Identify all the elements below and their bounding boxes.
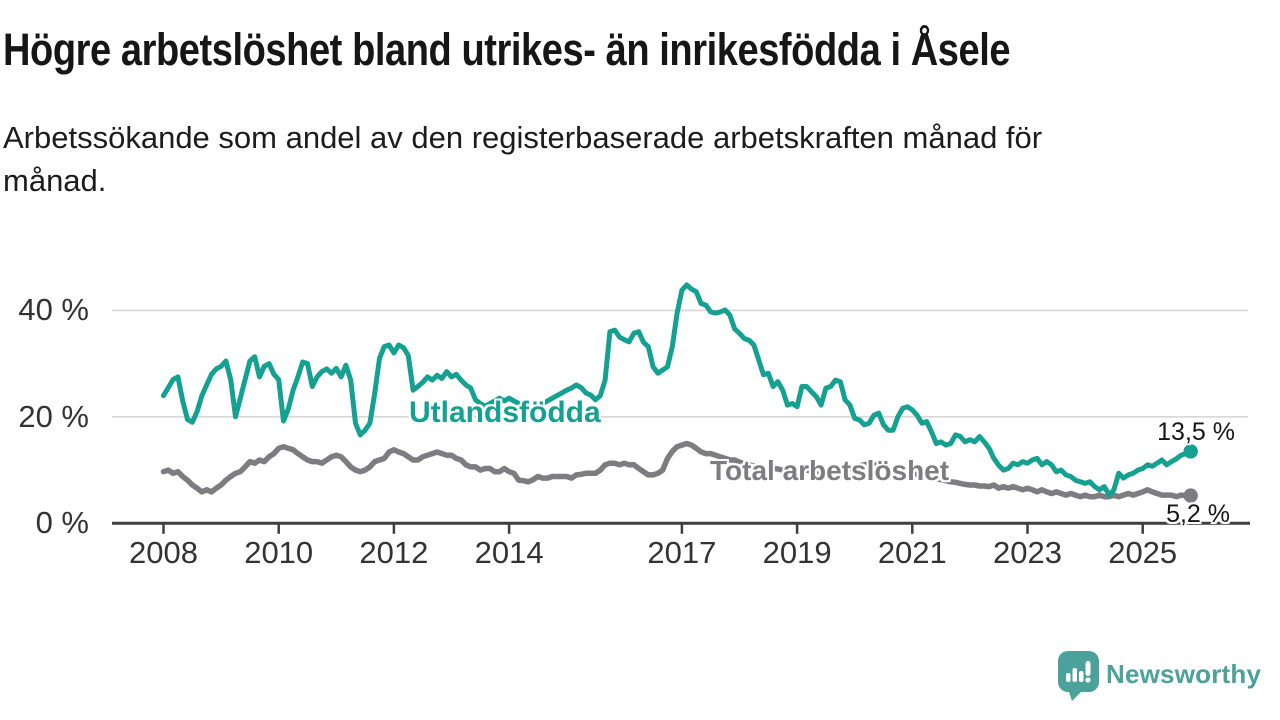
series-label-total-arbetsloshet: Total arbetslöshet: [710, 455, 950, 486]
logo-bar-1: [1066, 673, 1071, 682]
y-axis-label-20: 20 %: [18, 398, 89, 434]
logo-bubble-tail: [1068, 689, 1084, 701]
line-series-0: [161, 282, 1194, 498]
page-title: Högre arbetslöshet bland utrikes- än inr…: [3, 24, 1011, 75]
newsworthy-logo-icon: [1058, 651, 1099, 701]
chart-subtitle: Arbetssökande som andel av den registerb…: [3, 116, 1042, 202]
x-axis-label-2010: 2010: [244, 535, 314, 570]
logo-bar-2: [1072, 668, 1077, 682]
x-axis-label-2017: 2017: [647, 535, 717, 570]
x-axis-label-2023: 2023: [993, 535, 1062, 570]
logo-exclamation-dot: [1085, 677, 1091, 683]
subtitle-line-1: Arbetssökande som andel av den registerb…: [3, 120, 1043, 155]
end-dot-series-0: [1183, 444, 1198, 459]
newsworthy-logo: [1057, 650, 1103, 702]
y-axis-label-40: 40 %: [18, 292, 89, 328]
end-value-label-total: 5,2 %: [1166, 500, 1230, 528]
newsworthy-logo-text: Newsworthy: [1106, 659, 1262, 689]
logo-bubble: [1058, 651, 1099, 692]
end-value-label-utlandsfodda: 13,5 %: [1157, 418, 1235, 446]
series-label-utlandsfodda: Utlandsfödda: [409, 396, 601, 429]
subtitle-line-2: månad.: [3, 163, 107, 198]
x-axis-label-2012: 2012: [359, 535, 429, 570]
end-dot-series-1: [1183, 488, 1198, 503]
x-axis-label-2008: 2008: [129, 535, 198, 570]
logo-exclamation-bar: [1085, 661, 1091, 676]
x-axis-label-2019: 2019: [762, 535, 832, 570]
line-series-1: [160, 440, 1194, 500]
x-axis-label-2025: 2025: [1108, 535, 1178, 570]
logo-bar-3: [1079, 671, 1084, 682]
y-axis-label-0: 0 %: [35, 505, 89, 541]
x-axis-label-2021: 2021: [877, 535, 947, 570]
x-axis-label-2014: 2014: [474, 535, 544, 570]
